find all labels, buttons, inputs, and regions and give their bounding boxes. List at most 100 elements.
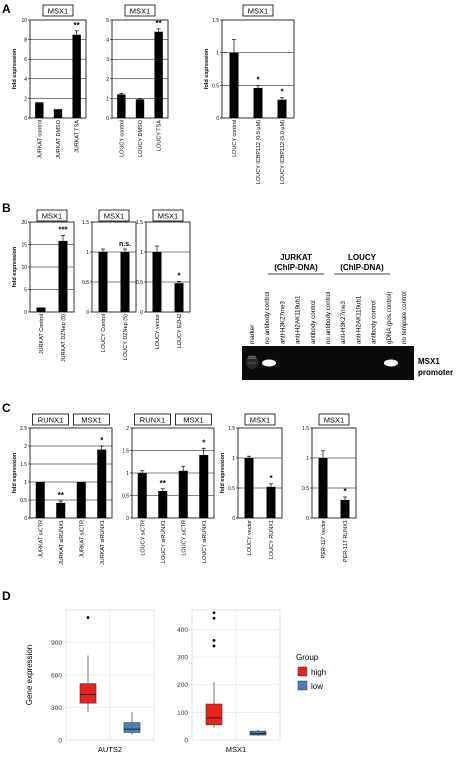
y-tick-label: 1.5 — [302, 426, 309, 432]
gel-lane-label: anti-H3K27me3 — [279, 300, 286, 344]
chart-title-box — [36, 209, 68, 222]
y-tick-label: 1 — [216, 51, 219, 57]
y-tick-label: 0.5 — [212, 83, 219, 89]
y-tick-label: 1.5 — [20, 462, 27, 468]
y-tick-label: 300 — [51, 705, 62, 712]
significance-label: * — [280, 88, 284, 97]
chart-title-box — [152, 209, 184, 222]
y-tick-label: 2.5 — [20, 426, 27, 432]
panel-label-c: C — [2, 401, 11, 415]
outlier-point — [86, 616, 90, 619]
legend-title: Group — [296, 653, 319, 662]
bar — [135, 99, 145, 118]
x-tick-label: JURKAT DZNep (5) — [61, 314, 67, 362]
x-tick-label: LOUCY RUNX1 — [269, 520, 275, 559]
y-axis-label: fold expression — [12, 48, 18, 89]
bar — [340, 500, 350, 518]
y-tick-label: 10 — [21, 265, 27, 271]
y-tick-label: 0.5 — [302, 486, 309, 492]
chart-title: MSX1 — [130, 7, 150, 16]
bar — [35, 102, 44, 118]
x-tick-label: JURKAT siRUNX1 — [59, 520, 65, 565]
gel-lane-label: anti-H2AK119ub1 — [295, 295, 302, 344]
gel-band-label-2: promoter — [418, 368, 453, 377]
bar — [58, 240, 68, 312]
x-tick-label: PER-117 RUNX1 — [343, 520, 349, 562]
bar — [35, 482, 45, 518]
y-tick-label: 200 — [177, 682, 188, 689]
x-tick-label: JURKAT siRUNX1 — [100, 520, 106, 565]
significance-label: * — [269, 474, 273, 483]
bar — [229, 52, 239, 118]
x-tick-label: JURKAT siCTR — [79, 520, 85, 558]
x-tick-label: LOUCY DMSO — [138, 119, 144, 157]
x-category-label: AUTS2 — [98, 745, 122, 754]
gel-lane-label: antibody control — [310, 300, 317, 344]
bar — [253, 87, 263, 118]
y-tick-label: 0.5 — [136, 280, 143, 286]
y-tick-label: 900 — [51, 640, 62, 647]
bar — [174, 283, 184, 312]
legend-swatch-high — [297, 666, 308, 677]
y-tick-label: 600 — [51, 673, 62, 680]
bar — [72, 34, 81, 119]
gel-band-h3k27me3 — [262, 359, 276, 367]
y-tick-label: 0 — [306, 516, 309, 522]
y-tick-label: 1.5 — [212, 18, 219, 24]
chart-title-box — [134, 413, 171, 426]
chart-title-box — [32, 413, 69, 426]
x-tick-label: JURKAT Control — [39, 314, 45, 354]
y-tick-label: 2 — [24, 444, 27, 450]
x-category-label: MSX1 — [226, 745, 246, 754]
x-tick-label: LOUCY control — [119, 120, 125, 157]
chart-c3: MSX1 0 0.5 1 1.5 fold expression LOUCY vector L… — [220, 413, 283, 559]
chart-title: MSX1 — [183, 416, 203, 425]
chart-a3: MSX1 0 0.5 1 1.5 fold expression LOUCY control… — [204, 4, 295, 184]
y-tick-label: 2 — [126, 426, 129, 432]
chart-title-box — [175, 413, 212, 426]
gel-lane-label: anti-H3K27me3 — [340, 300, 347, 344]
gel-marker-band — [248, 362, 256, 364]
gel-lane-label: marker — [249, 325, 256, 344]
plot-frame — [311, 427, 357, 519]
chart-title: MSX1 — [248, 7, 268, 16]
chart-title: MSX1 — [104, 212, 124, 221]
gel-panel: JURKAT (ChIP-DNA) LOUCY (ChIP-DNA) marke… — [242, 253, 453, 380]
y-tick-label: 0 — [140, 310, 143, 316]
y-tick-label: 10 — [21, 18, 27, 24]
plot-frame — [145, 221, 191, 313]
chart-a2: MSX1 0 1 2 3 4 5 LOUCY control LOUCY DMSO LOUCY T… — [106, 4, 169, 157]
y-tick-label: 0 — [216, 116, 219, 122]
chart-b1: MSX1 0 5 10 15 20 fold expression JURKAT Contro… — [12, 209, 75, 362]
chart-title-box — [42, 4, 74, 17]
y-tick-label: 1 — [306, 456, 309, 462]
significance-label: ** — [156, 19, 163, 28]
y-tick-label: 1.5 — [228, 426, 235, 432]
chart-c4: MSX1 0 0.5 1 1.5 PER-117 vector PER-117 RUNX1 * — [302, 413, 357, 562]
bar — [244, 458, 254, 518]
box-low — [249, 730, 267, 736]
outlier-point — [212, 611, 216, 615]
y-tick-label: 100 — [177, 710, 188, 717]
y-tick-label: 0.5 — [228, 486, 235, 492]
panel-label-d: D — [2, 589, 11, 603]
y-tick-label: 1 — [126, 471, 129, 477]
chart-title-box — [242, 4, 274, 17]
y-tick-label: 5 — [106, 18, 109, 24]
bar — [56, 502, 66, 518]
y-tick-label: 2 — [106, 77, 109, 83]
y-tick-label: 3 — [106, 57, 109, 63]
chart-title: MSX1 — [42, 212, 62, 221]
y-tick-label: 15 — [21, 243, 27, 249]
box-high — [205, 703, 223, 726]
panel-label-b: B — [2, 201, 11, 215]
significance-label: ** — [58, 491, 65, 500]
x-tick-label: LOUCY DZNep (5) — [123, 314, 129, 360]
significance-label: ** — [74, 21, 81, 30]
chart-c1: RUNX1 MSX1 0 0.5 1 1.5 2 2.5 fold expression JURK… — [12, 413, 113, 565]
outlier-point — [212, 644, 216, 648]
y-tick-label: 1.5 — [122, 449, 129, 455]
chart-title: MSX1 — [158, 212, 178, 221]
gel-lane-label: no antibody control — [325, 292, 332, 344]
x-tick-label: JURKAT TSA — [75, 120, 81, 153]
